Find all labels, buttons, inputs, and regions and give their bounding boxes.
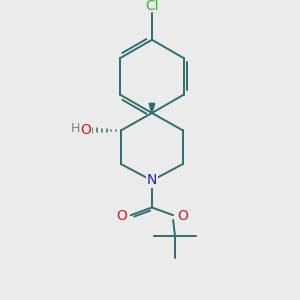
- Text: O: O: [80, 123, 91, 137]
- Text: O: O: [177, 209, 188, 223]
- Text: O: O: [116, 209, 127, 223]
- Text: N: N: [147, 173, 157, 188]
- Polygon shape: [149, 103, 155, 113]
- Text: H: H: [70, 122, 80, 135]
- Text: Cl: Cl: [145, 0, 159, 13]
